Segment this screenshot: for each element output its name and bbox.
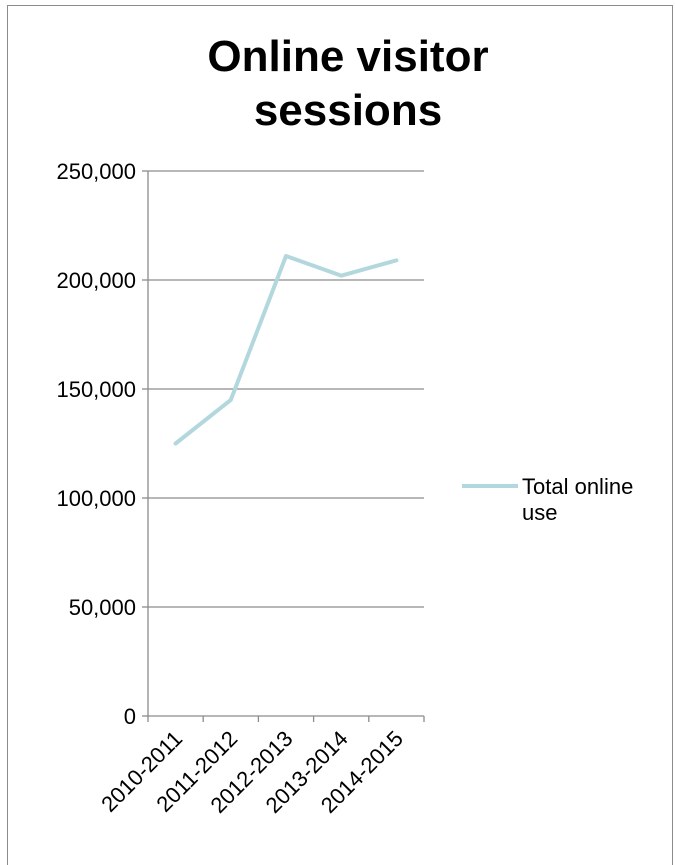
y-tick-label: 100,000 — [56, 486, 136, 511]
legend-label: Total online use — [522, 474, 672, 527]
y-tick-label: 150,000 — [56, 377, 136, 402]
y-tick-label: 50,000 — [69, 595, 136, 620]
y-tick-label: 0 — [124, 704, 136, 729]
y-tick-label: 200,000 — [56, 268, 136, 293]
series-line — [176, 256, 397, 443]
y-tick-label: 250,000 — [56, 159, 136, 184]
legend-swatch — [462, 484, 518, 488]
